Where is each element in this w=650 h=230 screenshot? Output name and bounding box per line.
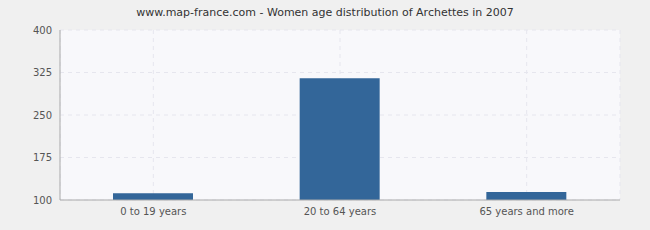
svg-text:100: 100 xyxy=(33,195,52,206)
svg-text:175: 175 xyxy=(33,152,52,163)
svg-text:250: 250 xyxy=(33,110,52,121)
svg-text:325: 325 xyxy=(33,67,52,78)
svg-text:20 to 64 years: 20 to 64 years xyxy=(304,206,377,217)
svg-text:0 to 19 years: 0 to 19 years xyxy=(120,206,186,217)
svg-text:65 years and more: 65 years and more xyxy=(479,206,574,217)
html-text:www.map-france.com - Women age: www.map-france.com - Women age distribut… xyxy=(136,6,514,19)
svg-text:400: 400 xyxy=(33,25,52,36)
